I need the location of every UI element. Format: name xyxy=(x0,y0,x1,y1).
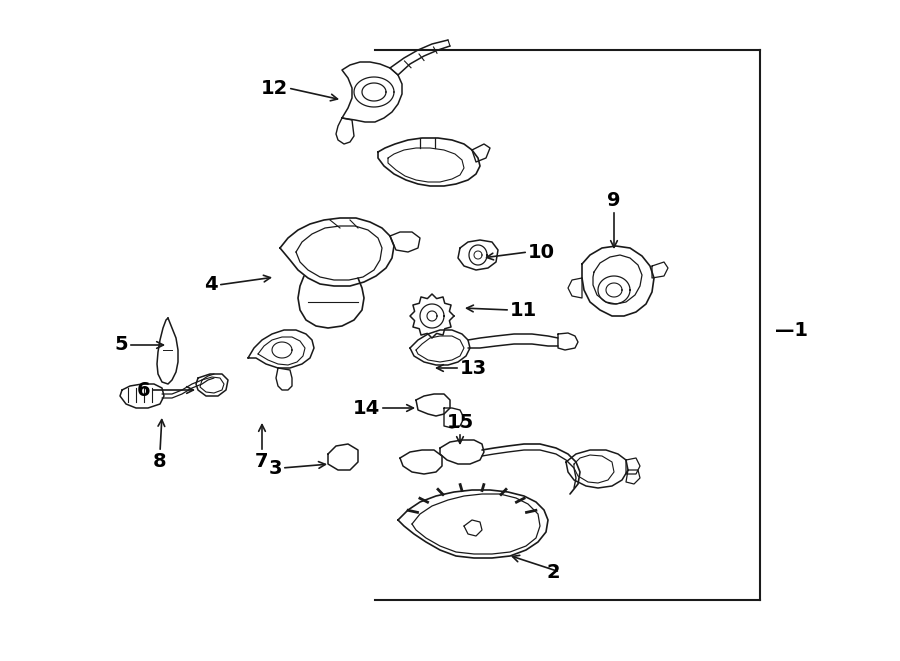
Polygon shape xyxy=(276,368,292,390)
Polygon shape xyxy=(120,384,164,408)
Polygon shape xyxy=(196,374,228,396)
Polygon shape xyxy=(472,144,490,162)
Polygon shape xyxy=(440,440,484,464)
Polygon shape xyxy=(652,262,668,278)
Text: 6: 6 xyxy=(137,381,150,399)
Text: 12: 12 xyxy=(261,79,288,98)
Text: 8: 8 xyxy=(153,452,166,471)
Polygon shape xyxy=(410,330,470,365)
Polygon shape xyxy=(328,444,358,470)
Polygon shape xyxy=(248,330,314,368)
Text: 9: 9 xyxy=(608,191,621,210)
Polygon shape xyxy=(400,450,442,474)
Text: 3: 3 xyxy=(268,459,282,477)
Polygon shape xyxy=(410,294,454,338)
Polygon shape xyxy=(157,318,178,384)
Polygon shape xyxy=(568,278,582,298)
Polygon shape xyxy=(378,138,480,186)
Text: 10: 10 xyxy=(528,243,555,262)
Text: —1: —1 xyxy=(775,321,808,340)
Polygon shape xyxy=(458,240,498,270)
Polygon shape xyxy=(444,408,464,428)
Polygon shape xyxy=(416,394,450,416)
Text: 7: 7 xyxy=(256,452,269,471)
Polygon shape xyxy=(558,333,578,350)
Polygon shape xyxy=(398,490,548,558)
Text: 5: 5 xyxy=(114,336,128,354)
Polygon shape xyxy=(280,218,394,286)
Text: 15: 15 xyxy=(446,413,473,432)
Text: 13: 13 xyxy=(460,358,487,377)
Polygon shape xyxy=(390,232,420,252)
Text: 14: 14 xyxy=(353,399,380,418)
Polygon shape xyxy=(626,470,640,484)
Polygon shape xyxy=(566,450,628,488)
Polygon shape xyxy=(582,246,654,316)
Text: 11: 11 xyxy=(510,301,537,319)
Polygon shape xyxy=(336,118,354,144)
Polygon shape xyxy=(342,62,402,122)
Text: 4: 4 xyxy=(204,276,218,295)
Text: 2: 2 xyxy=(546,563,560,582)
Polygon shape xyxy=(626,458,640,474)
